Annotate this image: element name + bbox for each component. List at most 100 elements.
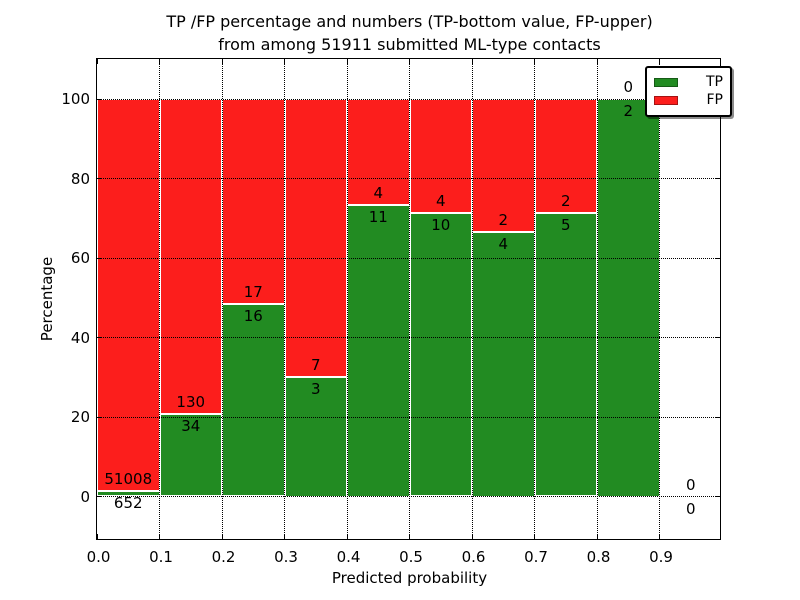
tick-mark-top-0	[97, 58, 98, 64]
legend-entry-fp: FP	[654, 92, 723, 109]
x-tick-label-0.2: 0.2	[211, 548, 236, 566]
legend: TP FP	[645, 66, 732, 117]
x-tick-label-0.1: 0.1	[149, 548, 173, 566]
tick-mark-top-6	[471, 58, 473, 64]
bar-segment-fp-2	[222, 99, 285, 304]
grid-line-v-0.9	[659, 58, 660, 539]
grid-line-h-0	[97, 496, 720, 497]
tick-mark-bottom-7	[534, 533, 535, 539]
tick-mark-bottom-6	[471, 533, 473, 539]
bar-label-fp-6: 2	[498, 210, 509, 229]
bar-label-tp-0: 652	[113, 494, 143, 513]
bar-label-tp-7: 5	[560, 215, 571, 234]
tick-mark-top-1	[159, 58, 160, 64]
tick-mark-top-9	[659, 58, 660, 64]
bar-label-tp-2: 16	[243, 306, 263, 325]
bar-label-tp-6: 4	[498, 234, 509, 253]
tick-mark-bottom-5	[409, 533, 410, 539]
tick-mark-left-0	[97, 496, 102, 497]
x-tick-label-0.7: 0.7	[524, 548, 548, 566]
legend-label-fp: FP	[706, 92, 724, 108]
grid-line-v-0.2	[221, 58, 223, 539]
tick-mark-bottom-0	[97, 533, 98, 539]
legend-swatch-tp-icon	[654, 78, 678, 87]
chart-title: TP /FP percentage and numbers (TP-bottom…	[96, 10, 723, 56]
tick-mark-top-5	[409, 58, 410, 64]
grid-line-h-20	[97, 416, 720, 418]
bar-label-fp-8: 0	[623, 78, 634, 96]
tick-mark-bottom-8	[596, 533, 598, 539]
x-tick-label-0.8: 0.8	[586, 548, 611, 566]
x-tick-label-0.3: 0.3	[274, 548, 298, 566]
bar-segment-fp-5	[409, 99, 472, 213]
bar-label-fp-5: 4	[435, 191, 446, 210]
bar-label-fp-3: 7	[310, 356, 321, 375]
tick-mark-right-20	[715, 416, 720, 418]
tick-mark-left-100	[97, 98, 102, 100]
y-tick-label-0: 0	[80, 487, 90, 506]
tick-mark-bottom-1	[159, 533, 160, 539]
legend-label-tp: TP	[706, 74, 723, 90]
tick-mark-left-40	[97, 337, 102, 338]
grid-line-h-100	[97, 98, 720, 100]
bar-label-tp-1: 34	[181, 417, 201, 436]
bar-segment-tp-8	[597, 99, 660, 497]
bar-segment-fp-6	[472, 99, 535, 232]
grid-line-v-0.8	[596, 58, 598, 539]
tick-mark-bottom-2	[221, 533, 223, 539]
tick-mark-top-8	[596, 58, 598, 64]
tick-mark-bottom-9	[659, 533, 660, 539]
bar-segment-tp-7	[534, 212, 597, 497]
tick-mark-bottom-4	[346, 533, 348, 539]
tick-mark-left-20	[97, 416, 102, 418]
grid-line-h-60	[97, 257, 720, 259]
x-axis-label: Predicted probability	[331, 569, 488, 587]
bar-label-fp-2: 17	[243, 282, 263, 301]
y-tick-label-100: 100	[61, 90, 90, 108]
grid-line-v-0.7	[534, 58, 535, 539]
bar-label-fp-4: 4	[373, 184, 384, 202]
bar-label-tp-3: 3	[310, 380, 321, 399]
y-tick-label-60: 60	[70, 249, 90, 267]
chart-title-line2: from among 51911 submitted ML-type conta…	[218, 35, 601, 54]
y-tick-label-80: 80	[70, 169, 90, 188]
x-tick-label-0.5: 0.5	[399, 548, 423, 566]
bar-label-fp-9: 0	[685, 475, 696, 494]
tick-mark-right-80	[715, 178, 720, 179]
grid-line-v-0.6	[471, 58, 473, 539]
x-tick-label-0.6: 0.6	[461, 548, 486, 566]
legend-entry-tp: TP	[654, 74, 723, 91]
grid-line-h-40	[97, 337, 720, 338]
bar-segment-tp-4	[347, 205, 410, 497]
grid-line-h-80	[97, 178, 720, 179]
grid-line-v-0.5	[409, 58, 410, 539]
y-tick-label-40: 40	[70, 328, 90, 347]
tick-mark-left-80	[97, 178, 102, 179]
bar-segment-fp-4	[347, 99, 410, 205]
x-tick-label-0.0: 0.0	[86, 548, 111, 566]
tick-mark-right-0	[715, 496, 720, 497]
bar-segment-tp-5	[409, 212, 472, 497]
bar-segment-fp-7	[534, 99, 597, 213]
plot-area: 51008 652 130 34 17 16 7 3 4 11 4 10 2 4 2 5 0 2 0 0	[96, 57, 721, 540]
tick-mark-right-40	[715, 337, 720, 338]
tick-mark-top-2	[221, 58, 223, 64]
bar-label-fp-7: 2	[560, 191, 571, 210]
bar-label-tp-4: 11	[368, 208, 388, 226]
bar-segment-fp-3	[284, 99, 347, 378]
tick-mark-right-60	[715, 257, 720, 259]
bar-label-tp-5: 10	[431, 215, 451, 234]
tick-mark-left-60	[97, 257, 102, 259]
tick-mark-top-4	[346, 58, 348, 64]
x-tick-label-0.4: 0.4	[336, 548, 361, 566]
chart-title-line1: TP /FP percentage and numbers (TP-bottom…	[166, 12, 653, 31]
tick-mark-bottom-3	[284, 533, 285, 539]
bar-label-fp-1: 130	[176, 393, 206, 412]
grid-line-v-0.1	[159, 58, 160, 539]
legend-swatch-fp-icon	[654, 96, 678, 105]
tick-mark-top-7	[534, 58, 535, 64]
grid-line-v-0.3	[284, 58, 285, 539]
bar-label-fp-0: 51008	[104, 470, 153, 489]
bar-segment-tp-6	[472, 231, 535, 497]
